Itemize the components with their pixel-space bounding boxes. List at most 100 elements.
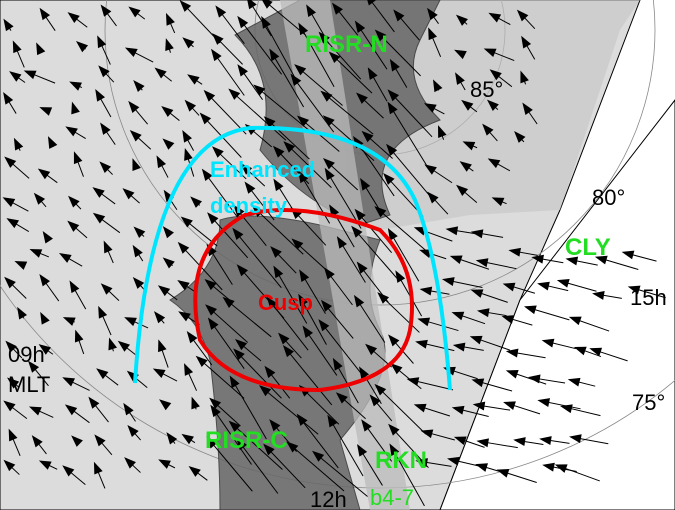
- vector: [8, 428, 18, 442]
- vector: [230, 422, 283, 470]
- vector: [162, 226, 174, 239]
- vector: [318, 31, 330, 44]
- vector: [299, 24, 335, 87]
- vector: [206, 305, 249, 343]
- vector: [253, 84, 266, 96]
- vector: [303, 327, 338, 376]
- vector: [565, 256, 579, 266]
- vector: [3, 459, 16, 472]
- vector: [215, 5, 227, 18]
- vector: [501, 315, 515, 324]
- vector: [123, 402, 134, 416]
- vector: [298, 170, 309, 184]
- vector: [205, 304, 218, 316]
- vector: [288, 442, 345, 492]
- vector: [487, 158, 501, 169]
- vector: [621, 250, 635, 260]
- vector: [508, 247, 521, 257]
- vector: [420, 429, 434, 439]
- vector: [438, 125, 447, 138]
- vector: [423, 103, 437, 113]
- vector: [12, 40, 22, 54]
- vector: [296, 65, 343, 106]
- vector: [374, 383, 387, 396]
- vector: [299, 269, 310, 282]
- vector: [383, 172, 395, 185]
- vector: [14, 260, 28, 270]
- vector: [356, 22, 388, 70]
- vector: [306, 4, 317, 18]
- vector: [158, 459, 171, 469]
- vector: [502, 282, 516, 292]
- vector: [387, 101, 398, 115]
- vector: [486, 99, 499, 112]
- vector: [179, 0, 192, 12]
- label: 75°: [632, 390, 665, 415]
- vector: [99, 161, 112, 174]
- label: MLT: [8, 372, 50, 397]
- vector: [259, 385, 272, 397]
- vector: [377, 292, 390, 304]
- vector: [376, 207, 432, 256]
- vector: [73, 151, 83, 165]
- vector: [356, 92, 368, 104]
- vector: [441, 277, 455, 286]
- vector: [335, 392, 348, 404]
- enhanced-density-boundary: [133, 125, 452, 391]
- vector: [69, 81, 82, 91]
- vector: [207, 438, 253, 492]
- vector: [264, 445, 306, 489]
- vector: [33, 192, 46, 205]
- vector: [247, 0, 257, 10]
- vector: [505, 370, 519, 379]
- vector: [74, 329, 84, 343]
- vector: [567, 377, 581, 387]
- vector: [211, 406, 252, 465]
- vector: [389, 91, 433, 138]
- vector: [406, 377, 420, 387]
- vector: [413, 403, 427, 413]
- vector: [209, 397, 222, 409]
- vector: [323, 157, 335, 170]
- vector: [520, 70, 529, 84]
- vector: [262, 0, 306, 36]
- vector: [489, 69, 502, 81]
- vector: [187, 74, 200, 85]
- vector: [352, 227, 398, 279]
- vector: [449, 255, 463, 265]
- vector: [488, 12, 502, 23]
- vector: [455, 72, 465, 85]
- vector: [516, 9, 529, 22]
- vector: [222, 296, 235, 308]
- vector: [568, 316, 582, 326]
- vector: [324, 116, 375, 162]
- vector: [40, 311, 50, 325]
- vector: [65, 126, 78, 137]
- vector: [455, 14, 468, 26]
- vector: [415, 458, 428, 468]
- vector: [376, 31, 421, 77]
- vector: [38, 460, 52, 470]
- vector: [419, 286, 433, 296]
- vector: [445, 226, 459, 236]
- vector: [122, 188, 135, 200]
- vector: [265, 117, 310, 160]
- vector: [132, 158, 141, 171]
- vector: [475, 463, 488, 472]
- vector: [387, 89, 400, 102]
- vector: [100, 4, 112, 17]
- vector: [356, 210, 393, 254]
- vector: [447, 456, 460, 466]
- label: b4-7: [370, 485, 414, 510]
- vector: [361, 130, 374, 143]
- vector: [180, 216, 193, 228]
- vector: [268, 298, 309, 351]
- vector: [207, 212, 219, 225]
- vector: [158, 339, 167, 353]
- vector: [238, 18, 282, 75]
- vector: [186, 330, 198, 344]
- vector: [127, 424, 139, 437]
- vector: [212, 33, 224, 45]
- vector: [177, 241, 190, 254]
- vector: [283, 141, 296, 153]
